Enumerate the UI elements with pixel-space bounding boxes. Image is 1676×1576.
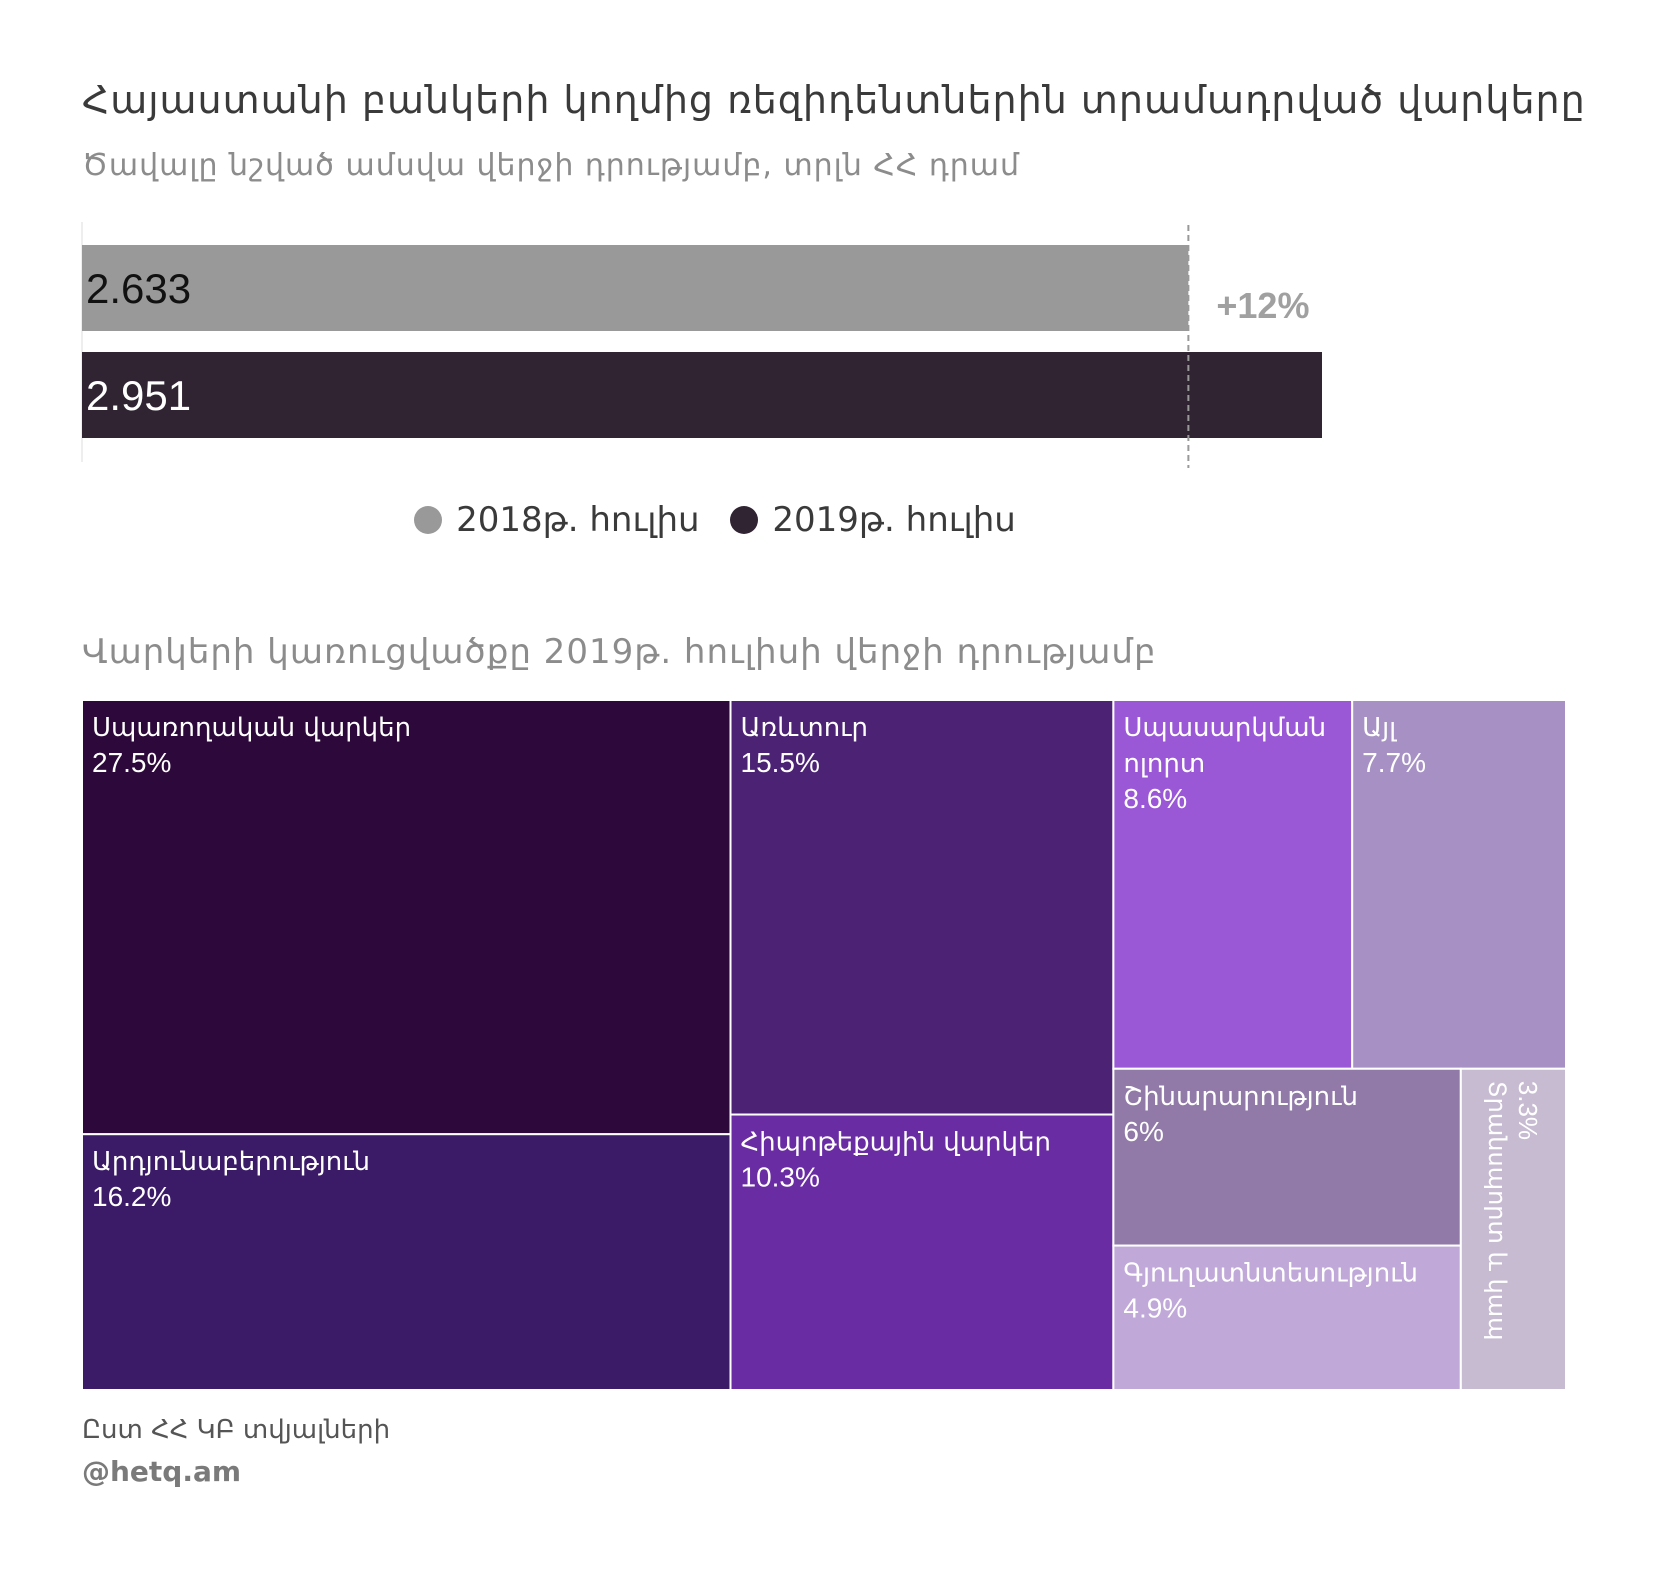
treemap-tile-4 bbox=[1112, 699, 1354, 1070]
chart-title: Հայաստանի բանկերի կողմից ռեզիդենտներին տ… bbox=[82, 78, 1586, 122]
treemap-tile-6 bbox=[1112, 1067, 1462, 1247]
treemap-tile-7 bbox=[1112, 1244, 1462, 1391]
treemap-tile-8 bbox=[1459, 1067, 1568, 1392]
treemap-value-3: 10.3% bbox=[741, 1162, 820, 1193]
treemap-tile-5 bbox=[1351, 699, 1568, 1070]
treemap-label-2: Առևտուր bbox=[741, 713, 868, 743]
treemap-label-6: Շինարարություն bbox=[1123, 1082, 1358, 1112]
treemap-value-7: 4.9% bbox=[1123, 1293, 1187, 1324]
bar-value-label-2019: 2.951 bbox=[86, 372, 191, 419]
treemap-label-5: Այլ bbox=[1362, 713, 1397, 743]
legend-item-2018: 2018թ. հուլիս bbox=[414, 500, 700, 540]
legend-dot-2019 bbox=[730, 506, 759, 534]
treemap-value-6: 6% bbox=[1123, 1116, 1163, 1147]
treemap-value-8: 3.3% bbox=[1513, 1081, 1543, 1140]
treemap-label-7: Գյուղատնտեսություն bbox=[1123, 1259, 1418, 1289]
treemap-value-5: 7.7% bbox=[1362, 747, 1426, 778]
treemap-value-1: 16.2% bbox=[92, 1181, 171, 1212]
treemap-tile-1 bbox=[81, 1133, 732, 1392]
treemap-title: Վարկերի կառուցվածքը 2019թ. հուլիսի վերջի… bbox=[82, 632, 1157, 672]
bar-chart: 2.633 2.951 +12% bbox=[81, 222, 1322, 468]
legend-label-2019: 2019թ. հուլիս bbox=[772, 500, 1016, 540]
treemap-value-2: 15.5% bbox=[741, 747, 820, 778]
treemap-value-0: 27.5% bbox=[92, 747, 171, 778]
bar-2018 bbox=[82, 245, 1189, 331]
treemap-value-4: 8.6% bbox=[1123, 783, 1187, 814]
legend-label-2018: 2018թ. հուլիս bbox=[456, 500, 700, 540]
credit-link[interactable]: @hetq.am bbox=[82, 1455, 242, 1488]
legend-dot-2018 bbox=[414, 506, 443, 534]
treemap-tile-0 bbox=[81, 699, 732, 1136]
treemap-label-1: Արդյունաբերություն bbox=[92, 1147, 370, 1177]
bar-2019 bbox=[82, 352, 1322, 438]
treemap-label-4: Սպասարկման ոլորտ bbox=[1123, 713, 1326, 779]
treemap-tile-2 bbox=[729, 699, 1115, 1116]
bar-value-label-2018: 2.633 bbox=[86, 265, 191, 312]
chart-subtitle: Ծավալը նշված ամսվա վերջի դրությամբ, տրլն… bbox=[82, 148, 1021, 183]
treemap-tile-3 bbox=[729, 1113, 1115, 1392]
treemap-label-0: Սպառողական վարկեր bbox=[92, 713, 411, 743]
treemap-label-8: Տրանսպորտ և կապ bbox=[1483, 1081, 1511, 1341]
treemap-label-3: Հիպոթեքային վարկեր bbox=[741, 1128, 1051, 1158]
source-note: Ըստ ՀՀ ԿԲ տվյալների bbox=[82, 1415, 391, 1445]
legend: 2018թ. հուլիս 2019թ. հուլիս bbox=[0, 500, 1430, 543]
legend-item-2019: 2019թ. հուլիս bbox=[730, 500, 1016, 540]
growth-annotation: +12% bbox=[1216, 285, 1309, 326]
